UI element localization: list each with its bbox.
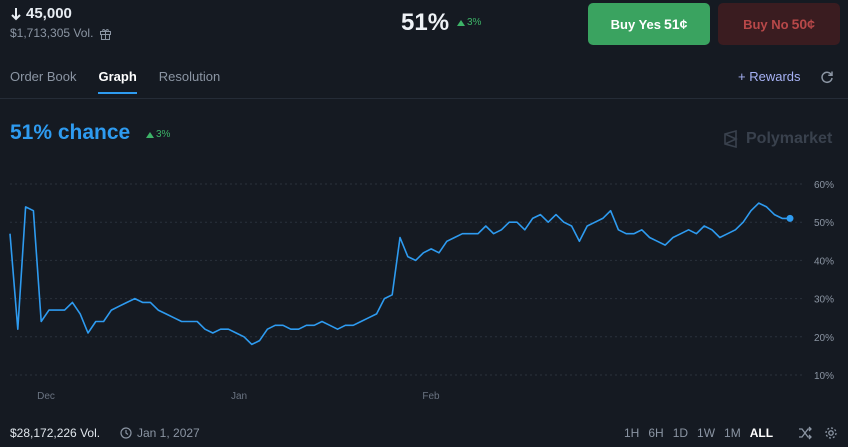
brand-name: Polymarket	[746, 130, 833, 147]
series-line	[9, 202, 790, 346]
range-6h[interactable]: 6H	[648, 426, 664, 440]
shuffle-icon[interactable]	[798, 426, 812, 440]
strike-header: 45,000	[10, 5, 72, 22]
chance-change-value: 3%	[156, 129, 171, 140]
up-triangle-icon	[146, 131, 154, 138]
y-tick-label: 50%	[814, 218, 834, 229]
rewards-link[interactable]: + Rewards	[738, 69, 801, 84]
range-1d[interactable]: 1D	[672, 426, 689, 440]
end-date-text: Jan 1, 2027	[137, 426, 200, 440]
range-1w[interactable]: 1W	[697, 426, 716, 440]
tab-graph[interactable]: Graph	[98, 69, 137, 94]
total-volume: $28,172,226 Vol.	[10, 426, 101, 440]
tab-divider	[0, 98, 848, 99]
x-tick-label: Feb	[422, 391, 440, 402]
buy-yes-price: 51¢	[664, 16, 688, 32]
x-tick-label: Dec	[37, 391, 55, 402]
time-range-selector: 1H 6H 1D 1W 1M ALL	[624, 426, 773, 440]
up-triangle-icon	[457, 19, 465, 26]
buy-no-label: Buy No	[743, 16, 789, 32]
settings-gear-icon[interactable]	[824, 426, 838, 440]
range-1h[interactable]: 1H	[624, 426, 640, 440]
end-date: Jan 1, 2027	[120, 426, 200, 440]
y-tick-label: 20%	[814, 333, 834, 344]
last-point-marker	[786, 214, 794, 222]
range-1m[interactable]: 1M	[724, 426, 741, 440]
y-tick-label: 10%	[814, 371, 834, 382]
strike-value: 45,000	[26, 5, 72, 22]
price-change-badge: 3%	[457, 17, 481, 28]
volume-text: $1,713,305 Vol.	[10, 26, 94, 40]
price-change-value: 3%	[467, 17, 482, 28]
buy-yes-label: Buy Yes	[610, 16, 661, 32]
polymarket-logo-icon	[724, 130, 738, 148]
refresh-icon[interactable]	[820, 70, 834, 84]
tab-order-book[interactable]: Order Book	[10, 69, 77, 84]
buy-yes-button[interactable]: Buy Yes 51¢	[588, 3, 710, 45]
y-tick-label: 60%	[814, 180, 834, 191]
gift-icon[interactable]	[99, 27, 112, 40]
price-chart[interactable]: 60% 50% 40% 30% 20% 10% Dec Jan Feb	[0, 170, 848, 410]
arrow-down-icon	[11, 7, 21, 20]
clock-icon	[120, 427, 132, 439]
y-tick-label: 30%	[814, 295, 834, 306]
y-tick-label: 40%	[814, 256, 834, 267]
tab-resolution[interactable]: Resolution	[158, 69, 221, 84]
chance-change-badge: 3%	[146, 129, 170, 140]
buy-no-button[interactable]: Buy No 50¢	[718, 3, 840, 45]
buy-no-price: 50¢	[791, 16, 815, 32]
x-tick-label: Jan	[231, 391, 247, 402]
current-price: 51%	[401, 9, 450, 36]
market-volume: $1,713,305 Vol.	[10, 26, 112, 40]
chance-label: 51% chance	[10, 121, 131, 144]
polymarket-watermark: Polymarket	[722, 130, 832, 148]
tab-bar: Order Book Graph Resolution	[10, 69, 242, 94]
range-all[interactable]: ALL	[749, 426, 774, 440]
